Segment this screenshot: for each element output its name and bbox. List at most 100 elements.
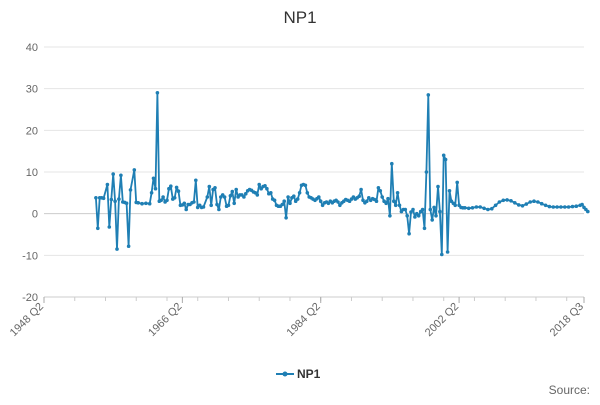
data-point[interactable] — [169, 184, 173, 188]
data-point[interactable] — [440, 252, 444, 257]
data-point[interactable] — [490, 206, 494, 211]
data-point[interactable] — [390, 161, 394, 166]
data-point[interactable] — [438, 209, 442, 214]
data-point[interactable] — [94, 196, 98, 200]
data-point[interactable] — [282, 199, 287, 203]
data-point[interactable] — [111, 172, 115, 176]
data-point[interactable] — [482, 206, 486, 211]
data-point[interactable] — [516, 203, 521, 207]
data-point[interactable] — [101, 196, 106, 201]
data-point[interactable] — [192, 200, 196, 204]
data-point[interactable] — [430, 218, 435, 222]
data-point[interactable] — [109, 197, 114, 202]
data-point[interactable] — [436, 184, 440, 189]
data-point[interactable] — [497, 200, 502, 204]
data-point[interactable] — [263, 184, 267, 188]
data-point[interactable] — [209, 203, 213, 208]
data-point[interactable] — [393, 203, 398, 208]
data-point[interactable] — [194, 178, 198, 183]
data-point[interactable] — [305, 191, 310, 195]
data-point[interactable] — [174, 185, 179, 190]
data-point[interactable] — [182, 201, 187, 206]
data-point[interactable] — [105, 182, 110, 187]
data-point[interactable] — [126, 244, 131, 248]
data-point[interactable] — [96, 226, 100, 231]
data-point[interactable] — [574, 204, 579, 208]
data-point[interactable] — [228, 194, 233, 198]
data-point[interactable] — [153, 186, 158, 191]
data-point[interactable] — [455, 180, 460, 185]
data-point[interactable] — [416, 214, 421, 218]
data-point[interactable] — [113, 199, 117, 203]
data-point[interactable] — [441, 153, 446, 158]
data-point[interactable] — [269, 191, 273, 195]
data-point[interactable] — [234, 187, 238, 192]
data-point[interactable] — [536, 200, 540, 204]
data-point[interactable] — [559, 205, 563, 209]
data-point[interactable] — [409, 210, 413, 214]
data-point[interactable] — [336, 200, 340, 204]
data-point[interactable] — [424, 170, 429, 174]
data-point[interactable] — [265, 186, 269, 191]
data-point[interactable] — [297, 191, 302, 195]
data-point[interactable] — [445, 250, 450, 254]
data-point[interactable] — [232, 201, 236, 206]
data-point[interactable] — [376, 186, 381, 190]
data-point[interactable] — [443, 157, 448, 162]
data-point[interactable] — [532, 199, 536, 203]
data-point[interactable] — [520, 204, 525, 208]
data-point[interactable] — [395, 191, 400, 195]
data-point[interactable] — [205, 195, 210, 199]
data-point[interactable] — [167, 186, 171, 191]
source-label[interactable]: Source: — [549, 383, 590, 397]
data-point[interactable] — [386, 196, 390, 201]
data-point[interactable] — [320, 203, 325, 208]
data-point[interactable] — [434, 214, 438, 218]
data-point[interactable] — [486, 207, 490, 212]
data-point[interactable] — [478, 205, 483, 209]
data-point[interactable] — [392, 199, 396, 203]
data-point[interactable] — [470, 206, 475, 210]
data-point[interactable] — [338, 203, 342, 208]
data-point[interactable] — [124, 201, 129, 206]
data-point[interactable] — [147, 201, 152, 206]
data-point[interactable] — [378, 189, 383, 193]
data-point[interactable] — [422, 226, 427, 231]
data-point[interactable] — [242, 195, 246, 199]
data-point[interactable] — [295, 197, 300, 201]
data-point[interactable] — [176, 189, 181, 193]
data-point[interactable] — [403, 207, 408, 212]
data-point[interactable] — [365, 199, 369, 203]
data-point[interactable] — [547, 204, 552, 209]
data-point[interactable] — [493, 203, 498, 208]
data-point[interactable] — [119, 173, 123, 178]
data-point[interactable] — [132, 168, 137, 172]
data-point[interactable] — [426, 93, 431, 97]
data-point[interactable] — [466, 206, 471, 211]
data-point[interactable] — [580, 202, 584, 207]
data-point[interactable] — [161, 195, 165, 199]
data-point[interactable] — [543, 203, 548, 208]
legend[interactable]: NP1 — [276, 367, 321, 381]
data-point[interactable] — [165, 198, 169, 203]
data-point[interactable] — [397, 203, 402, 208]
data-point[interactable] — [222, 195, 227, 199]
data-point[interactable] — [159, 198, 163, 203]
data-point[interactable] — [280, 202, 285, 207]
data-point[interactable] — [566, 205, 571, 209]
data-point[interactable] — [555, 205, 559, 209]
data-point[interactable] — [201, 205, 206, 209]
data-point[interactable] — [474, 205, 479, 209]
data-point[interactable] — [388, 214, 392, 218]
data-point[interactable] — [140, 201, 144, 206]
data-point[interactable] — [432, 205, 436, 210]
data-point[interactable] — [384, 201, 388, 206]
data-point[interactable] — [524, 202, 529, 206]
data-point[interactable] — [570, 204, 575, 209]
data-point[interactable] — [244, 191, 248, 196]
data-point[interactable] — [149, 191, 154, 195]
data-point[interactable] — [303, 183, 308, 188]
data-point[interactable] — [288, 201, 292, 206]
data-point[interactable] — [405, 214, 410, 218]
data-point[interactable] — [284, 216, 288, 220]
